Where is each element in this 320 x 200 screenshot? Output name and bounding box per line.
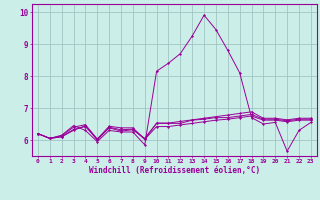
X-axis label: Windchill (Refroidissement éolien,°C): Windchill (Refroidissement éolien,°C) [89, 166, 260, 175]
